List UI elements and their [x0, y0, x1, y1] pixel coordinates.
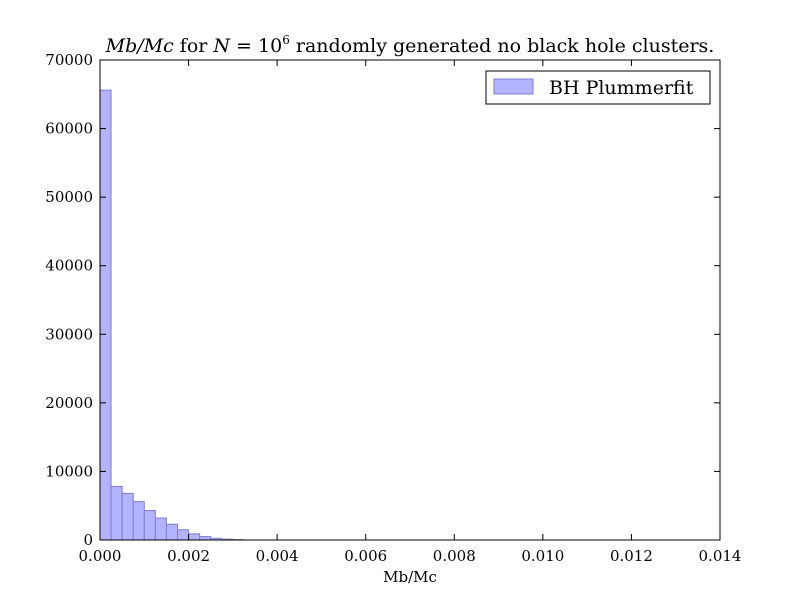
x-tick-label: 0.004 [256, 547, 299, 565]
histogram-bar [99, 89, 112, 541]
histogram-bar [199, 536, 212, 541]
x-tick-label: 0.000 [79, 547, 122, 565]
x-tick-label: 0.006 [344, 547, 387, 565]
x-tick-label: 0.014 [699, 547, 742, 565]
x-tick-label: 0.012 [610, 547, 653, 565]
histogram-bar [143, 510, 156, 541]
legend-label: BH Plummerfit [549, 77, 694, 99]
legend-swatch [493, 78, 534, 95]
histogram-bar [110, 486, 123, 541]
x-axis: 0.000 0.002 0.004 0.006 0.008 0.010 0.012 0.014 [79, 60, 742, 565]
y-tick-label: 50000 [45, 188, 93, 206]
plot-frame [99, 59, 721, 541]
y-tick-label: 0 [83, 531, 93, 549]
histogram-bar [154, 517, 167, 541]
y-tick-label: 10000 [45, 462, 93, 480]
x-axis-label: Mb/Mc [383, 568, 437, 586]
histogram-bar [132, 501, 145, 541]
histogram-bar [165, 523, 179, 541]
y-tick-label: 40000 [45, 257, 93, 275]
histogram-bar [177, 529, 190, 541]
y-tick-label: 20000 [45, 394, 93, 412]
chart-title: Mb/Mc for N = 106 randomly generated no … [105, 33, 715, 57]
histogram-bar [188, 533, 201, 541]
x-tick-label: 0.010 [521, 547, 564, 565]
x-tick-label: 0.008 [433, 547, 476, 565]
legend: BH Plummerfit [485, 70, 711, 105]
y-tick-label: 70000 [45, 51, 93, 69]
y-tick-label: 60000 [45, 120, 93, 138]
y-tick-label: 30000 [45, 325, 93, 343]
histogram-bar [121, 492, 134, 541]
x-tick-label: 0.002 [167, 547, 210, 565]
y-axis: 0 10000 20000 30000 40000 50000 60000 70000 [45, 51, 720, 549]
histogram-bars [99, 89, 245, 541]
